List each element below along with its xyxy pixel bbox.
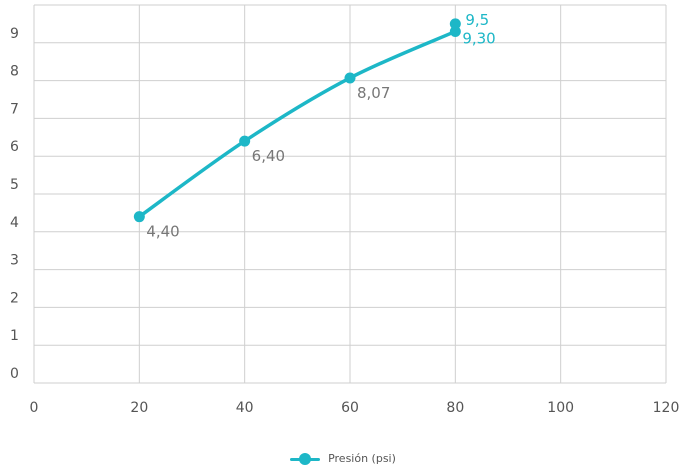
- line-chart: 0 1 2 3 4 5 6 7 8 9 0 20 40 60 80 100 120 4,40 6,40 8,07 9…: [10, 4, 680, 416]
- y-tick-label: 3: [10, 253, 19, 269]
- x-tick-label: 20: [130, 400, 148, 416]
- y-tick-label: 1: [10, 328, 19, 344]
- extra-data-label: 9,5: [465, 11, 489, 29]
- data-label: 8,07: [357, 84, 390, 102]
- extra-data-point: [449, 18, 461, 30]
- data-labels: 4,40 6,40 8,07 9,309,5: [146, 11, 495, 241]
- data-label: 9,30: [462, 29, 495, 47]
- data-label: 6,40: [252, 147, 285, 165]
- legend: Presión (psi): [0, 452, 686, 465]
- data-point: [344, 72, 356, 84]
- y-tick-label: 7: [10, 101, 19, 117]
- y-tick-label: 6: [10, 139, 19, 155]
- y-axis-ticks: 0 1 2 3 4 5 6 7 8 9: [10, 26, 19, 382]
- x-tick-label: 40: [236, 400, 254, 416]
- legend-marker-icon: [290, 452, 321, 465]
- data-point: [239, 135, 251, 147]
- y-tick-label: 8: [10, 64, 19, 80]
- series-line: [137, 29, 458, 219]
- series-group: [133, 18, 461, 223]
- y-tick-label: 2: [10, 290, 19, 306]
- data-point: [133, 211, 145, 223]
- y-tick-label: 0: [10, 366, 19, 382]
- x-tick-label: 60: [341, 400, 359, 416]
- y-tick-label: 5: [10, 177, 19, 193]
- x-tick-label: 80: [446, 400, 464, 416]
- x-tick-label: 100: [547, 400, 574, 416]
- x-tick-label: 120: [653, 400, 680, 416]
- data-point: [449, 25, 461, 37]
- data-label: 4,40: [146, 223, 179, 241]
- x-axis-ticks: 0 20 40 60 80 100 120: [30, 400, 680, 416]
- y-tick-label: 9: [10, 26, 19, 42]
- y-tick-label: 4: [10, 215, 19, 231]
- x-tick-label: 0: [30, 400, 39, 416]
- legend-label: Presión (psi): [328, 452, 396, 465]
- grid-lines: [33, 4, 667, 384]
